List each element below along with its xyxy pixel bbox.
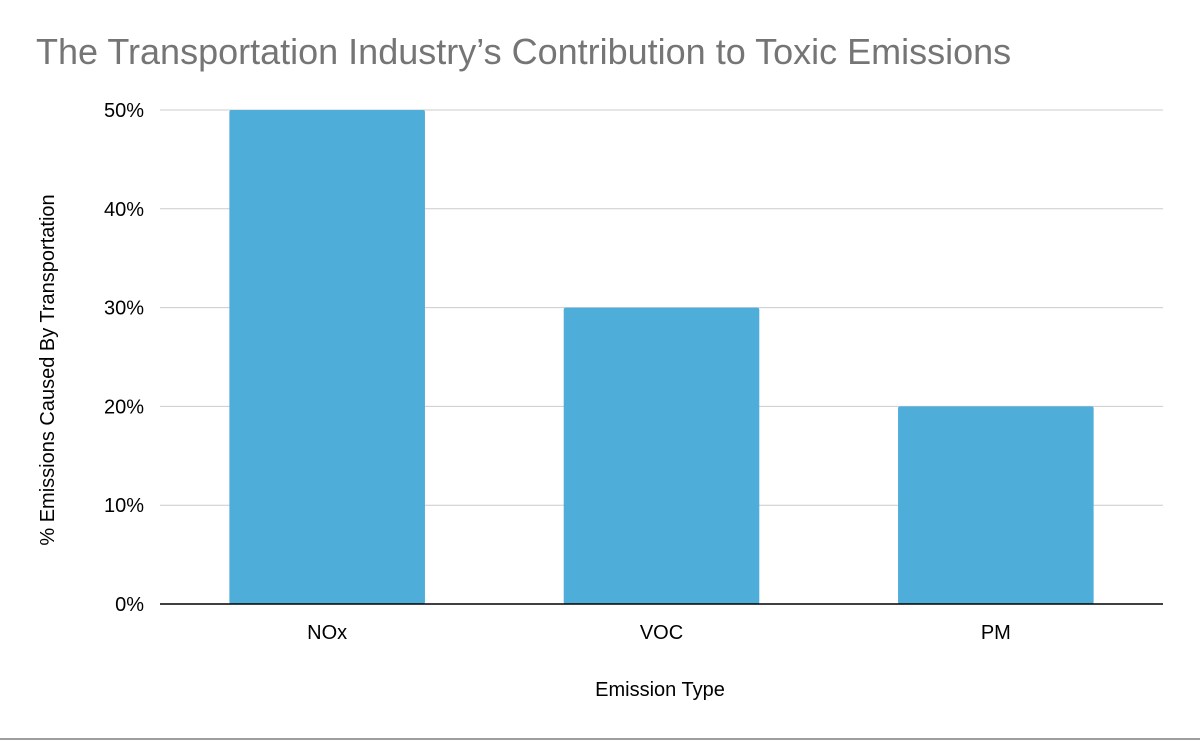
chart-title: The Transportation Industry’s Contributi… [36, 31, 1011, 72]
bar-voc [563, 307, 760, 604]
x-axis-title: Emission Type [595, 679, 725, 701]
y-axis-ticks: 0% 10% 20% 30% 40% 50% [104, 100, 144, 616]
bar-pm [898, 406, 1094, 604]
x-tick-label: PM [981, 622, 1011, 644]
x-tick-label: NOx [307, 622, 347, 644]
x-axis-ticks: NOx VOC PM [307, 622, 1011, 644]
y-tick-label: 30% [104, 298, 144, 320]
y-tick-label: 50% [104, 100, 144, 122]
y-tick-label: 40% [104, 199, 144, 221]
y-tick-label: 20% [104, 396, 144, 418]
bottom-border [0, 738, 1200, 740]
y-tick-label: 0% [115, 594, 144, 616]
bar-nox [229, 110, 425, 604]
y-axis-title: % Emissions Caused By Transportation [37, 194, 59, 545]
y-tick-label: 10% [104, 495, 144, 517]
bars [229, 110, 1094, 604]
x-tick-label: VOC [640, 622, 683, 644]
